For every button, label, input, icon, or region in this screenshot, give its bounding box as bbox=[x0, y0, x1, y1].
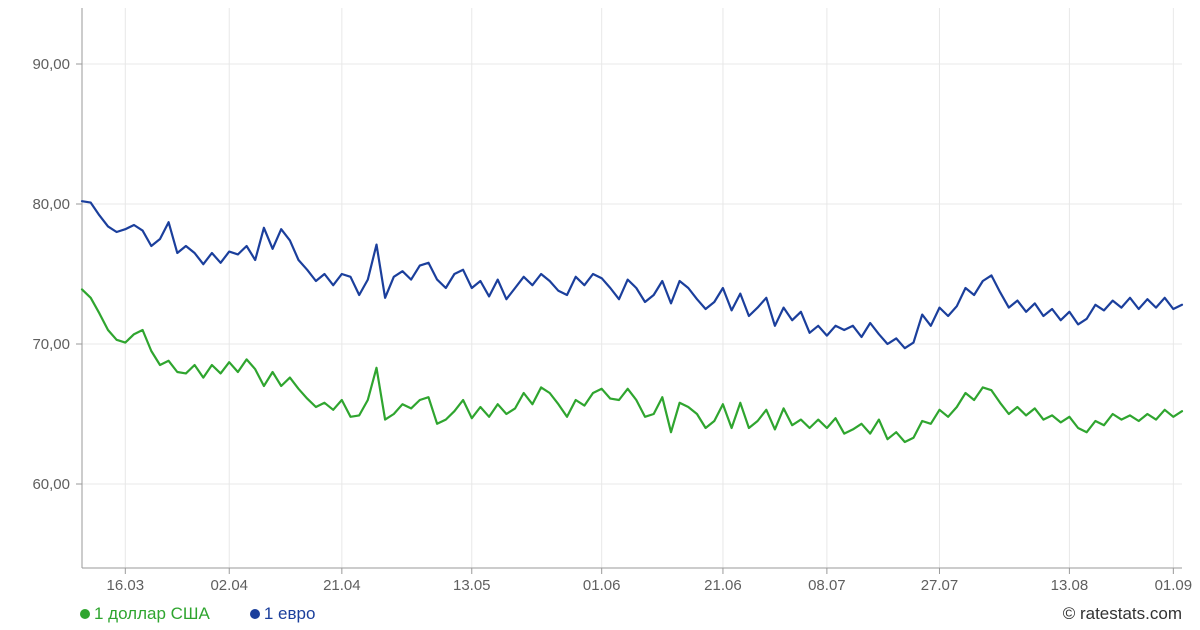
svg-text:13.05: 13.05 bbox=[453, 577, 491, 594]
legend-dot-usd bbox=[80, 609, 90, 619]
svg-text:01.06: 01.06 bbox=[583, 577, 621, 594]
copyright: © ratestats.com bbox=[1063, 604, 1182, 624]
svg-text:21.04: 21.04 bbox=[323, 577, 361, 594]
chart-canvas: 60,00 70,00 80,00 90,00 16.03 02.04 21.04 13.05… bbox=[0, 0, 1200, 630]
svg-text:16.03: 16.03 bbox=[107, 577, 145, 594]
svg-text:90,00: 90,00 bbox=[32, 56, 70, 73]
svg-text:13.08: 13.08 bbox=[1051, 577, 1089, 594]
legend-dot-eur bbox=[250, 609, 260, 619]
legend-item-eur: 1 евро bbox=[250, 604, 316, 624]
svg-text:08.07: 08.07 bbox=[808, 577, 846, 594]
legend-label-eur: 1 евро bbox=[264, 604, 316, 624]
svg-text:60,00: 60,00 bbox=[32, 476, 70, 493]
legend-label-usd: 1 доллар США bbox=[94, 604, 210, 624]
legend-item-usd: 1 доллар США bbox=[80, 604, 210, 624]
exchange-rate-chart: 60,00 70,00 80,00 90,00 16.03 02.04 21.04 13.05… bbox=[0, 0, 1200, 630]
svg-text:02.04: 02.04 bbox=[210, 577, 248, 594]
svg-text:01.09: 01.09 bbox=[1155, 577, 1193, 594]
svg-text:80,00: 80,00 bbox=[32, 196, 70, 213]
svg-text:27.07: 27.07 bbox=[921, 577, 959, 594]
legend: 1 доллар США 1 евро bbox=[80, 604, 315, 624]
svg-text:21.06: 21.06 bbox=[704, 577, 742, 594]
svg-text:70,00: 70,00 bbox=[32, 336, 70, 353]
